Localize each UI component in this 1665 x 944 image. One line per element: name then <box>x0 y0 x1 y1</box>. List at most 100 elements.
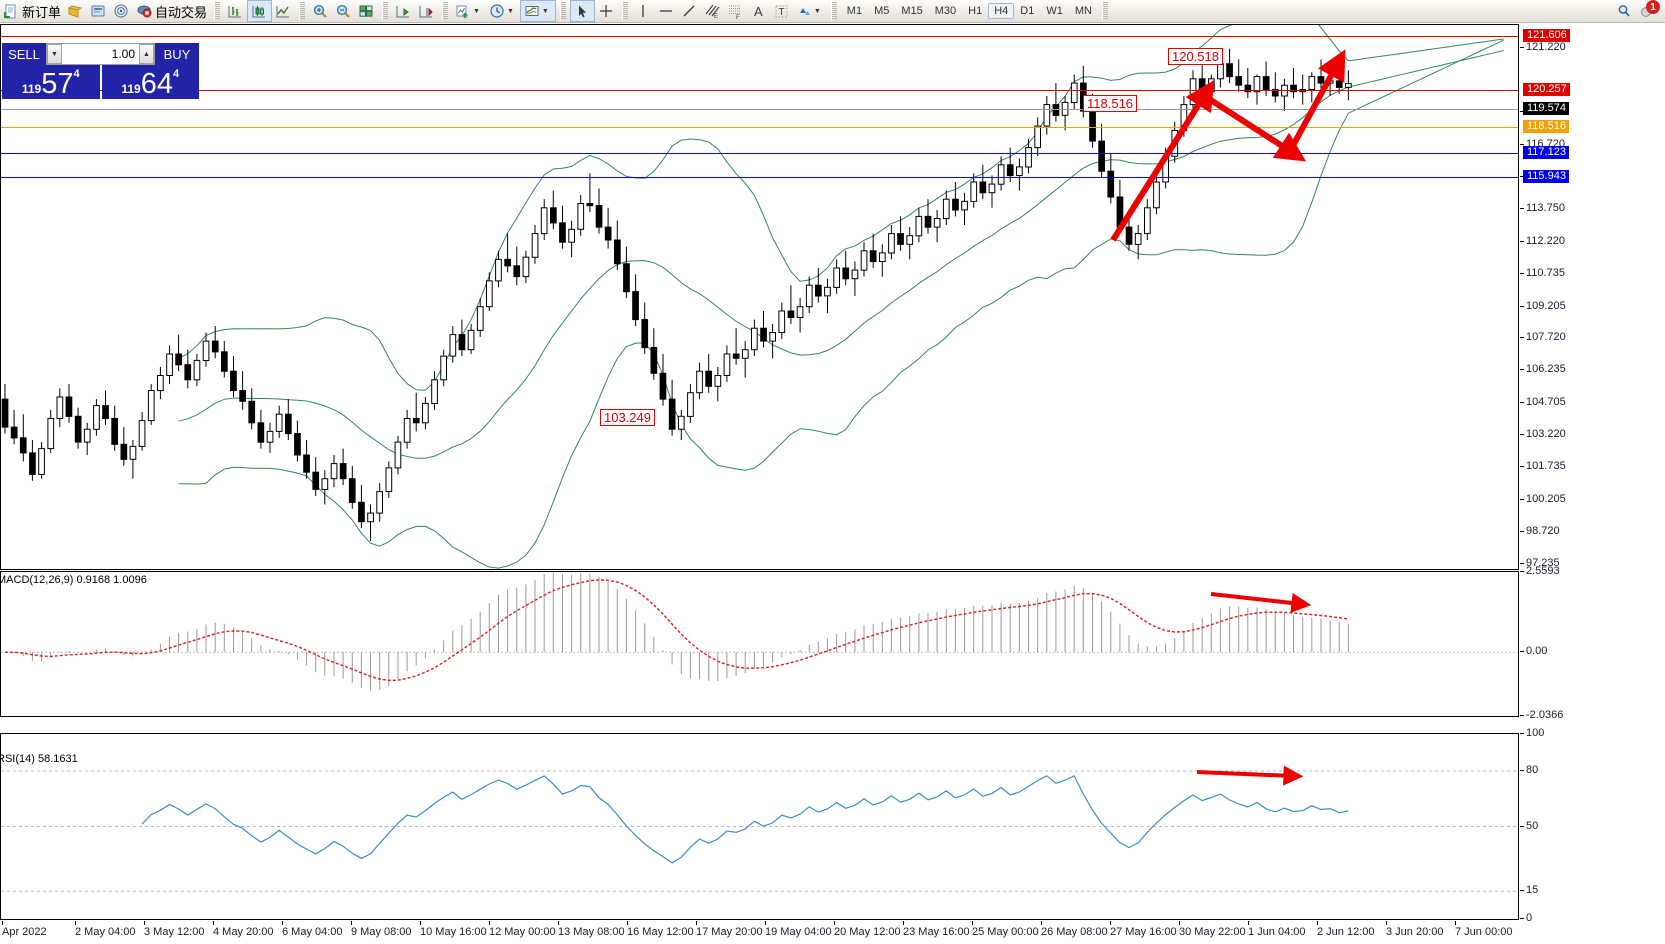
bar-chart-icon <box>227 3 244 20</box>
crosshair-button[interactable] <box>595 0 618 22</box>
volume-up-button[interactable]: ▲ <box>139 44 154 64</box>
time-axis[interactable]: Apr 2022 2 May 04:00 3 May 12:00 4 May 20:0… <box>0 921 1519 944</box>
timeframe-m15[interactable]: M15 <box>901 5 923 17</box>
time-tick <box>1179 921 1180 925</box>
price-badge[interactable]: 118.516 <box>1523 120 1569 133</box>
time-label: Apr 2022 <box>2 926 47 938</box>
chart-shift-button[interactable] <box>392 0 415 22</box>
candlestick-chart-icon <box>251 3 268 20</box>
rsi-tick: 80 <box>1520 764 1538 776</box>
rsi-pane[interactable] <box>0 733 1519 920</box>
time-label: 10 May 16:00 <box>420 926 487 938</box>
arrows-caret-icon[interactable]: ▼ <box>813 7 821 15</box>
level-line-117123 <box>1 153 1518 154</box>
buy-button[interactable]: BUY <box>155 43 199 65</box>
time-label: 23 May 16:00 <box>903 926 970 938</box>
annotation-118516[interactable]: 118.516 <box>1083 95 1138 112</box>
period-caret-icon[interactable]: ▼ <box>506 7 514 15</box>
indicators-button[interactable]: ▼ <box>452 0 486 22</box>
timeframe-d1[interactable]: D1 <box>1020 5 1035 17</box>
rsi-label: RSI(14) 58.1631 <box>0 753 78 765</box>
time-tick <box>420 921 421 925</box>
buy-price-mid: 64 <box>140 68 173 100</box>
sell-price-mid: 57 <box>41 68 74 100</box>
price-tick: 106.235 <box>1520 363 1566 375</box>
volume-down-button[interactable]: ▼ <box>47 44 62 64</box>
text-label-button[interactable]: T <box>770 0 793 22</box>
macd-tick: 2.5593 <box>1520 565 1560 577</box>
horizontal-line-button[interactable] <box>655 0 678 22</box>
price-scale[interactable]: 121.220118.250116.720115.235113.750112.2… <box>1520 24 1665 924</box>
auto-scroll-button[interactable] <box>415 0 438 22</box>
time-label: 9 May 08:00 <box>351 926 412 938</box>
new-order-button[interactable]: 新订单 <box>0 0 64 22</box>
price-badge[interactable]: 115.943 <box>1523 170 1569 183</box>
macd-pane[interactable] <box>0 571 1519 717</box>
search-icon <box>1616 3 1633 20</box>
price-badge[interactable]: 117.123 <box>1523 146 1569 159</box>
text-button[interactable]: A <box>747 0 770 22</box>
macd-tick: 0.00 <box>1520 645 1547 657</box>
one-click-trading-panel[interactable]: SELL ▼ 1.00 ▲ BUY 119 57 4 119 64 4 <box>2 43 199 99</box>
timeframe-h4[interactable]: H4 <box>988 3 1015 19</box>
time-tick <box>213 921 214 925</box>
bar-chart-button[interactable] <box>224 0 247 22</box>
equidistant-channel-button[interactable]: E <box>701 0 724 22</box>
fibonacci-icon: F <box>727 3 744 20</box>
time-label: 2 Jun 12:00 <box>1317 926 1375 938</box>
annotation-120518[interactable]: 120.518 <box>1168 48 1223 65</box>
timeframe-m30[interactable]: M30 <box>934 5 957 17</box>
tile-windows-icon <box>358 3 375 20</box>
timeframe-h1[interactable]: H1 <box>968 5 983 17</box>
indicators-caret-icon[interactable]: ▼ <box>473 7 480 15</box>
price-badge[interactable]: 121.606 <box>1523 29 1570 42</box>
time-label: 4 May 20:00 <box>213 926 274 938</box>
price-badge[interactable]: 119.574 <box>1523 102 1569 115</box>
main-chart-pane[interactable] <box>0 24 1519 570</box>
line-chart-button[interactable] <box>272 0 295 22</box>
buy-price[interactable]: 119 64 4 <box>101 65 199 100</box>
time-label: 3 May 12:00 <box>144 926 205 938</box>
sell-price[interactable]: 119 57 4 <box>2 65 100 99</box>
time-label: 1 Jun 04:00 <box>1248 926 1306 938</box>
timeframe-m5[interactable]: M5 <box>874 5 890 17</box>
toolbar-separator-7 <box>830 2 837 20</box>
cursor-button[interactable] <box>569 0 595 22</box>
vertical-line-icon <box>635 3 652 20</box>
timeframe-w1[interactable]: W1 <box>1046 5 1063 17</box>
templates-icon <box>524 3 541 20</box>
templates-caret-icon[interactable]: ▼ <box>541 7 549 15</box>
price-badge[interactable]: 120.257 <box>1523 83 1570 96</box>
timeframe-mn[interactable]: MN <box>1074 5 1092 17</box>
timeframe-m1[interactable]: M1 <box>846 5 863 17</box>
vertical-line-button[interactable] <box>632 0 655 22</box>
toolbar-separator-6 <box>621 2 628 20</box>
fibonacci-button[interactable]: F <box>724 0 747 22</box>
market-watch-button[interactable] <box>110 0 133 22</box>
candlestick-chart-button[interactable] <box>247 0 273 22</box>
trendline-button[interactable] <box>678 0 701 22</box>
templates-button[interactable]: ▼ <box>519 0 556 22</box>
price-tick: 98.720 <box>1520 525 1560 537</box>
period-button[interactable]: ▼ <box>486 0 520 22</box>
time-label: 26 May 08:00 <box>1041 926 1108 938</box>
time-tick <box>765 921 766 925</box>
zoom-out-button[interactable] <box>332 0 355 22</box>
search-button[interactable] <box>1613 0 1636 22</box>
equidistant-channel-icon: E <box>704 3 721 20</box>
autotrading-button[interactable]: 自动交易 <box>133 0 210 22</box>
annotation-103249[interactable]: 103.249 <box>600 409 655 426</box>
volume-field[interactable]: ▼ 1.00 ▲ <box>46 43 155 65</box>
time-tick <box>282 921 283 925</box>
toolbar-separator-1 <box>214 2 221 20</box>
notification-button[interactable]: 1 <box>1636 0 1660 22</box>
time-tick <box>972 921 973 925</box>
profile-button[interactable] <box>87 0 110 22</box>
arrows-button[interactable]: ▼ <box>793 0 827 22</box>
volume-value[interactable]: 1.00 <box>111 47 135 61</box>
sell-button[interactable]: SELL <box>2 43 46 65</box>
zoom-in-button[interactable] <box>309 0 332 22</box>
folder-button[interactable] <box>64 0 87 22</box>
tile-windows-button[interactable] <box>355 0 378 22</box>
time-tick <box>1248 921 1249 925</box>
